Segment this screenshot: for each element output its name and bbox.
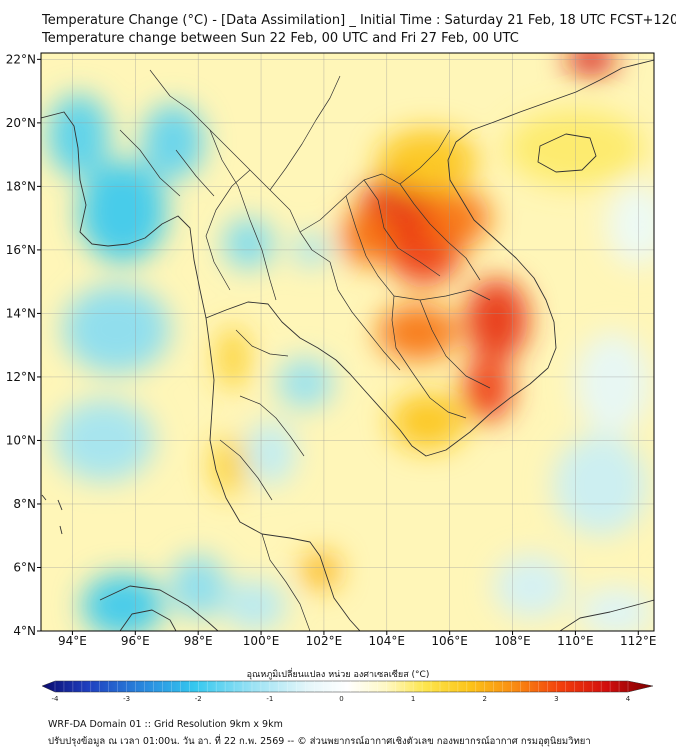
x-tick-label: 96°E <box>121 634 150 648</box>
colorbar-tick-label: 0 <box>339 695 343 703</box>
x-axis: 94°E 96°E 98°E 100°E 102°E 104°E 106°E 108°E 110… <box>58 631 657 648</box>
anomaly-cell <box>377 303 460 362</box>
colorbar-tick-label: 2 <box>483 695 487 703</box>
x-tick-label: 102°E <box>306 634 343 648</box>
hainan-coast <box>537 133 597 173</box>
anomaly-cell <box>223 580 287 631</box>
colorbar-label: อุณหภูมิเปลี่ยนแปลง หน่วย องศาเซลเซียส (… <box>246 670 430 680</box>
colorbar-tick-label: -3 <box>123 695 130 703</box>
colorbar-tick-label: 4 <box>626 695 631 703</box>
anomaly-cell <box>421 189 491 247</box>
colorbar-tick-label: -1 <box>266 695 273 703</box>
anomaly-cell <box>339 208 397 266</box>
y-tick-label: 8°N <box>13 497 36 511</box>
x-tick-label: 108°E <box>494 634 531 648</box>
anomaly-cell <box>78 160 167 263</box>
x-tick-label: 94°E <box>58 634 87 648</box>
anomaly-cell <box>63 284 170 374</box>
y-tick-label: 22°N <box>6 52 36 66</box>
footer-model-info: WRF-DA Domain 01 :: Grid Resolution 9km … <box>48 719 283 730</box>
y-tick-label: 4°N <box>13 624 36 638</box>
map-subtitle: Temperature change between Sun 22 Feb, 0… <box>42 31 519 46</box>
anomaly-cell <box>47 94 111 177</box>
anomaly-cell <box>217 326 249 390</box>
y-axis: 22°N 20°N 18°N 16°N 14°N 12°N 10°N 8°N 6°N 4°N <box>6 52 41 638</box>
y-tick-label: 14°N <box>6 306 36 320</box>
sumatra-inner <box>119 609 177 631</box>
anomaly-cell <box>575 332 651 435</box>
colorbar-tick-label: 1 <box>411 695 415 703</box>
map-frame <box>40 52 655 632</box>
borneo-coast <box>559 599 654 631</box>
anomaly-cell <box>301 551 340 590</box>
anomaly-cell <box>245 421 296 485</box>
admin-borders <box>119 69 491 631</box>
anomaly-cell <box>377 129 478 193</box>
colorbar: -4 -3 -2 -1 0 1 2 3 4 <box>41 680 654 703</box>
anomaly-cell <box>493 554 570 619</box>
y-tick-label: 10°N <box>6 433 36 447</box>
x-tick-label: 100°E <box>243 634 280 648</box>
anomaly-cell <box>465 278 529 362</box>
andaman-islands <box>41 494 63 535</box>
coastlines <box>41 59 654 631</box>
x-tick-label: 110°E <box>557 634 594 648</box>
anomaly-cell <box>210 437 249 495</box>
anomaly-cell <box>389 392 466 450</box>
sumatra-coast <box>99 585 219 631</box>
y-tick-label: 6°N <box>13 560 36 574</box>
y-tick-label: 16°N <box>6 243 36 257</box>
colorbar-tick-label: -4 <box>52 695 60 703</box>
x-tick-label: 104°E <box>369 634 406 648</box>
anomaly-cell <box>462 357 513 422</box>
gulf-of-thailand-coast <box>205 59 654 457</box>
footer-credit: ปรับปรุงข้อมูล ณ เวลา 01:00น. วัน อา. ที… <box>48 736 591 747</box>
anomaly-cell <box>565 53 617 76</box>
colorbar-tick-label: 3 <box>554 695 558 703</box>
anomaly-cell <box>578 586 654 631</box>
colorbar-tick-label: -2 <box>195 695 202 703</box>
colorbar-bar <box>41 680 654 693</box>
anomaly-cell <box>276 357 334 409</box>
y-tick-label: 12°N <box>6 370 36 384</box>
x-tick-label: 112°E <box>620 634 657 648</box>
indochina-coastline <box>41 111 361 631</box>
anomaly-cell <box>553 434 648 536</box>
x-tick-label: 98°E <box>184 634 213 648</box>
x-tick-label: 106°E <box>431 634 468 648</box>
y-tick-label: 20°N <box>6 116 36 130</box>
anomaly-cell <box>223 218 274 269</box>
map-title: Temperature Change (°C) - [Data Assimila… <box>42 13 676 28</box>
anomaly-cell <box>606 183 654 266</box>
y-tick-label: 18°N <box>6 179 36 193</box>
lat-lon-gridlines <box>41 53 654 631</box>
